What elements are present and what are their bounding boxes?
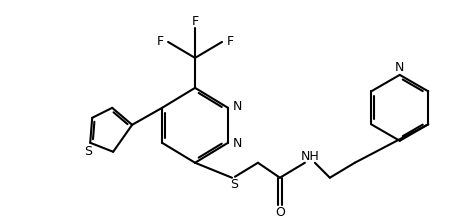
Text: NH: NH <box>300 150 319 163</box>
Text: N: N <box>395 61 405 74</box>
Text: S: S <box>230 178 238 191</box>
Text: O: O <box>275 206 285 219</box>
Text: F: F <box>157 35 164 48</box>
Text: N: N <box>232 137 241 150</box>
Text: F: F <box>192 15 198 29</box>
Text: N: N <box>232 100 241 113</box>
Text: F: F <box>226 35 234 48</box>
Text: S: S <box>84 145 92 158</box>
